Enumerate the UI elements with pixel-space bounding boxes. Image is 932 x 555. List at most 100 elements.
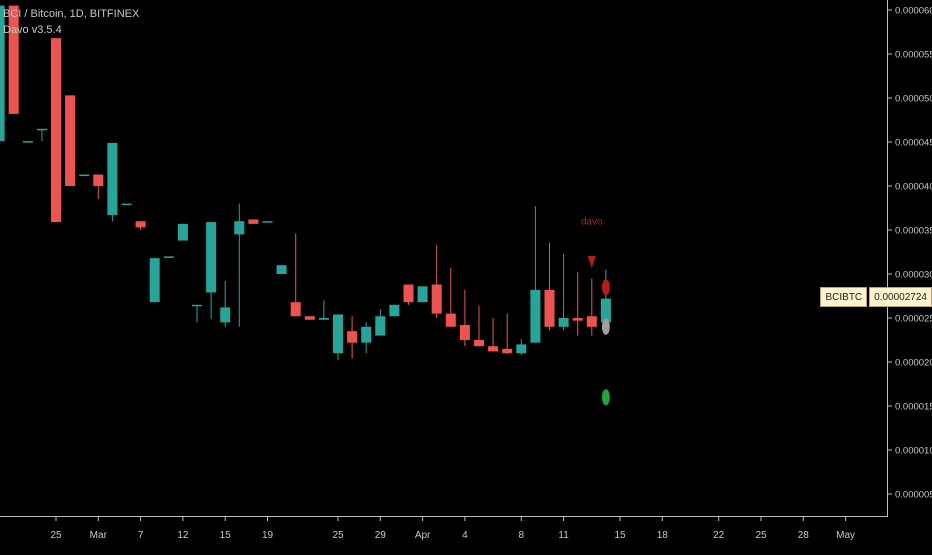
x-tick-label: Mar — [90, 530, 108, 541]
candle — [234, 203, 245, 327]
candle — [276, 265, 287, 274]
candle-body — [502, 348, 513, 354]
candle — [572, 272, 583, 336]
candle-body — [149, 258, 160, 303]
y-tick-label: 0.00004000 — [895, 182, 932, 193]
candle-body — [248, 219, 259, 224]
x-tick-label: 4 — [462, 530, 468, 541]
candle-body — [121, 203, 132, 206]
candle — [333, 314, 343, 361]
candle — [403, 284, 414, 305]
y-tick-label: 0.00000500 — [895, 490, 932, 501]
y-tick-label: 0.00001000 — [895, 446, 932, 457]
x-tick-label: 15 — [614, 530, 626, 541]
candle — [177, 223, 188, 241]
candle — [93, 174, 104, 200]
candle — [149, 258, 160, 303]
candle — [375, 309, 386, 336]
candle-body — [375, 316, 386, 336]
candle — [502, 313, 513, 355]
candle-body — [516, 344, 527, 354]
indicator-title[interactable]: Davo v3.5.4 — [3, 24, 62, 36]
candle-body — [347, 331, 358, 343]
candle — [347, 316, 358, 359]
candle — [192, 304, 202, 323]
x-tick-label: 22 — [713, 530, 725, 541]
candle-body — [107, 142, 118, 216]
candle — [389, 304, 400, 317]
candle — [361, 322, 372, 354]
candle-body — [262, 221, 273, 223]
candle — [417, 286, 428, 303]
candle — [558, 253, 569, 331]
candle-body — [220, 307, 231, 323]
candle-body — [530, 289, 541, 343]
candle-body — [93, 174, 104, 186]
candle — [22, 141, 33, 143]
candle — [220, 281, 231, 327]
y-tick-label: 0.00002500 — [895, 314, 932, 325]
candle-body — [135, 221, 146, 228]
x-tick-label: 11 — [558, 530, 569, 541]
y-tick-label: 0.00005500 — [895, 50, 932, 61]
x-tick-label: 19 — [262, 530, 274, 541]
time-axis[interactable]: 25 Mar 7 12 15 19 25 29 Apr 4 8 11 15 18 22 25 28 May — [50, 517, 855, 541]
candle-body — [192, 304, 202, 307]
red-dot-icon — [601, 279, 610, 296]
candles-group — [0, 5, 611, 361]
candle-body — [389, 304, 400, 317]
x-tick-label: 15 — [220, 530, 232, 541]
candle — [0, 5, 5, 142]
candle-body — [206, 222, 217, 293]
y-tick-label: 0.00001500 — [895, 402, 932, 413]
x-tick-label: 25 — [332, 530, 344, 541]
candle-body — [474, 340, 484, 347]
candle-body — [65, 95, 76, 186]
x-tick-label: 18 — [657, 530, 669, 541]
candle — [8, 5, 19, 114]
candle-body — [600, 298, 611, 323]
candle — [248, 219, 259, 224]
candle-body — [304, 316, 315, 320]
signal-label: davo — [581, 217, 603, 228]
candle-body — [79, 174, 90, 177]
x-tick-label: 25 — [50, 530, 62, 541]
candle — [51, 38, 61, 223]
candle-body — [163, 256, 174, 258]
candle-body — [403, 284, 414, 303]
candle — [459, 289, 470, 347]
signals-group: davo — [581, 217, 610, 406]
x-tick-label: Apr — [415, 530, 431, 541]
price-tag-value: 0.00002724 — [869, 287, 932, 307]
candle-body — [459, 325, 470, 340]
symbol-title[interactable]: BCI / Bitcoin, 1D, BITFINEX — [3, 8, 140, 20]
candle-body — [572, 318, 583, 321]
candle-body — [0, 5, 5, 142]
sell-arrow-icon — [587, 255, 596, 268]
candle — [290, 233, 301, 317]
price-axis[interactable]: 0.00006000 0.00005500 0.00005000 0.00004500… — [888, 6, 932, 501]
candle — [65, 95, 76, 186]
x-tick-label: 25 — [755, 530, 767, 541]
candle-body — [417, 286, 428, 303]
candle — [36, 128, 47, 142]
last-price-tag: BCIBTC 0.00002724 — [820, 287, 932, 307]
y-tick-label: 0.00003500 — [895, 226, 932, 237]
candle — [488, 318, 499, 352]
candle-body — [361, 326, 372, 343]
candle-body — [22, 141, 33, 143]
x-tick-label: 29 — [375, 530, 387, 541]
candle — [445, 267, 456, 327]
candle-body — [445, 313, 456, 327]
candle — [79, 174, 90, 177]
candle-body — [488, 346, 499, 352]
y-tick-label: 0.00002000 — [895, 358, 932, 369]
chart-legend[interactable]: BCI / Bitcoin, 1D, BITFINEX Davo v3.5.4 — [3, 6, 139, 38]
candle-body — [276, 265, 287, 274]
candle — [600, 269, 611, 327]
candle — [586, 278, 597, 336]
candle — [544, 242, 555, 331]
x-tick-label: May — [836, 530, 855, 541]
